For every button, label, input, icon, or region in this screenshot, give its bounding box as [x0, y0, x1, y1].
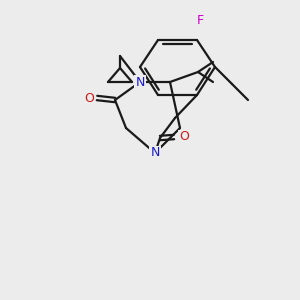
Text: N: N [135, 76, 145, 88]
Text: F: F [196, 14, 204, 28]
Text: N: N [150, 146, 160, 160]
Text: O: O [84, 92, 94, 104]
Text: O: O [179, 130, 189, 143]
